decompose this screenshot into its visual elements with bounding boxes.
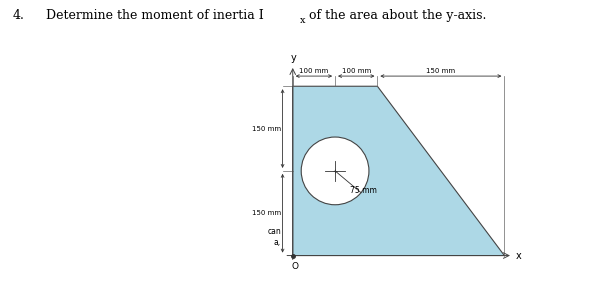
Text: of the area about the y-axis.: of the area about the y-axis. — [305, 9, 486, 22]
Text: 150 mm: 150 mm — [252, 210, 281, 216]
Circle shape — [301, 137, 369, 205]
Text: 100 mm: 100 mm — [341, 68, 371, 74]
Text: a,: a, — [274, 237, 281, 246]
Text: x: x — [515, 251, 521, 260]
Text: can: can — [267, 227, 281, 236]
Text: 75 mm: 75 mm — [351, 186, 377, 195]
Text: 4.: 4. — [12, 9, 24, 22]
Text: x: x — [300, 16, 305, 25]
Text: Determine the moment of inertia I: Determine the moment of inertia I — [34, 9, 263, 22]
Text: y: y — [291, 53, 297, 63]
Text: 150 mm: 150 mm — [252, 126, 281, 132]
Text: 100 mm: 100 mm — [299, 68, 328, 74]
Polygon shape — [293, 86, 504, 255]
Text: O: O — [292, 262, 299, 271]
Text: 150 mm: 150 mm — [426, 68, 456, 74]
